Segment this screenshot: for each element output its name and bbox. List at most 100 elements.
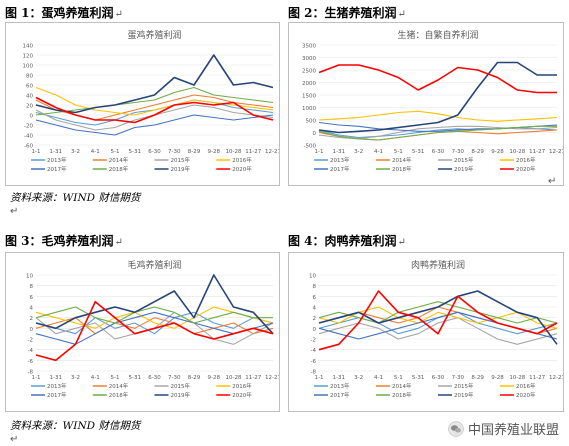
x-tick-label: 1-31 [333,375,345,381]
y-tick-label: -6 [311,359,317,365]
chart-3-container: 毛鸡养殖利润 -8 -6 -4 -2 0 2 4 6 8 10 1-1 1-31 3-2 4-1 5-1 5-3… [5,252,280,412]
x-tick-label: 3-2 [71,375,80,381]
y-tick-label: -2 [28,338,33,344]
chart-2-svg: 生猪：自繁自养利润 -500 0 500 1000 1500 2000 2500 3000 350… [302,29,563,173]
x-tick-label: 1-31 [333,149,345,155]
legend-label: 2013年 [330,156,350,164]
figure-3-name: 毛鸡养殖利润 [41,234,114,248]
figure-2-title: 图 2：生猪养殖利润↵ [288,4,406,21]
series-line-3 [35,86,274,116]
x-tick-label: 12-27 [265,375,279,381]
y-tick-label: 60 [26,84,33,90]
x-tick-label: 10-28 [226,149,242,155]
paragraph-mark: ↵ [10,434,19,445]
y-tick-label: 4 [30,306,34,312]
figure-1-name: 蛋鸡养殖利润 [41,6,114,20]
x-tick-label: 1-31 [50,375,62,381]
legend-label: 2018年 [109,391,129,399]
chart-1-container: 蛋鸡养殖利润 -60 -40 -20 0 20 40 60 80 100 120 140 1-1 1-31… [5,22,280,186]
x-tick-label: 7-30 [168,149,181,155]
x-tick-label: 5-1 [111,149,120,155]
paragraph-mark: ↵ [114,237,123,248]
series-line-5 [35,86,274,116]
y-tick-label: 1500 [302,94,316,100]
y-tick-label: 120 [23,54,34,60]
y-tick-label: 40 [26,94,33,100]
series-line-7 [35,96,274,124]
chart-4-container: 肉鸭养殖利润 -8 -6 -4 -2 0 2 4 6 8 10 1-1 1-31 3-2 4-1 5-1 5-3… [288,252,564,412]
y-tick-label: 10 [26,274,33,280]
y-tick-label: 8 [30,284,34,290]
x-tick-label: 5-31 [412,149,424,155]
legend-label: 2015年 [454,156,474,164]
legend-label: 2015年 [454,382,474,390]
y-tick-label: 0 [313,131,317,137]
y-tick-label: -4 [311,348,317,354]
source-note-top: 资料来源：WIND 财信期货 [10,192,141,204]
y-tick-label: 0 [30,327,34,333]
y-tick-label: 4 [313,306,317,312]
series-line-6 [318,290,558,345]
figure-4-label: 图 4： [288,234,325,248]
y-tick-label: 10 [309,274,316,280]
series-line-2 [35,104,274,131]
legend-label: 2015年 [171,156,191,164]
y-tick-label: 8 [313,284,317,290]
x-tick-label: 5-1 [394,375,403,381]
x-tick-label: 6-30 [432,149,445,155]
figure-1-title: 图 1：蛋鸡养殖利润↵ [5,4,123,21]
legend-label: 2013年 [330,382,350,390]
x-tick-label: 7-30 [168,375,181,381]
y-tick-label: 0 [313,327,317,333]
y-tick-label: -8 [28,370,34,376]
series-line-7 [35,300,274,362]
series-line-4 [35,114,274,136]
watermark-text: 中国养殖业联盟 [467,423,559,438]
figure-1-label: 图 1： [5,6,42,20]
paragraph-mark: ↵ [10,206,19,217]
x-tick-label: 5-31 [129,149,141,155]
x-tick-label: 3-2 [354,149,363,155]
x-tick-label: 4-1 [374,149,383,155]
x-tick-label: 11-27 [245,375,261,381]
legend-label: 2017年 [47,165,67,173]
y-tick-label: 2 [30,316,34,322]
x-tick-label: 10-28 [226,375,242,381]
series-line-5 [318,301,558,324]
x-tick-label: 1-1 [315,149,324,155]
y-tick-label: 500 [306,119,317,125]
watermark: 中国养殖业联盟 [448,419,559,438]
series-line-7 [318,290,558,351]
legend-label: 2018年 [392,165,412,173]
x-tick-label: 5-31 [412,375,424,381]
source-note-bottom: 资料来源：WIND 财信期货 [10,420,141,432]
series-line-5 [35,306,273,324]
y-tick-label: 2 [313,316,317,322]
x-tick-label: 12-27 [265,149,279,155]
y-tick-label: -60 [24,144,33,150]
chart-title: 蛋鸡养殖利润 [127,29,181,41]
legend-label: 2015年 [171,382,191,390]
x-tick-label: 5-1 [111,375,120,381]
x-tick-label: 9-28 [491,375,504,381]
y-tick-label: 100 [23,64,34,70]
x-tick-label: 7-30 [452,149,465,155]
legend-label: 2019年 [171,165,191,173]
y-tick-label: -8 [311,370,317,376]
legend-label: 2016年 [232,156,252,164]
series-line-6 [318,61,557,134]
x-tick-label: 7-30 [452,375,465,381]
legend-label: 2014年 [392,156,412,164]
legend-label: 2020年 [516,165,536,173]
y-tick-label: -40 [24,134,33,140]
chart-title: 肉鸭养殖利润 [411,259,465,271]
paragraph-mark: ↵ [397,237,406,248]
legend-label: 2014年 [392,382,412,390]
legend-label: 2014年 [109,382,129,390]
y-tick-label: -20 [24,124,33,130]
x-tick-label: 12-27 [549,149,563,155]
y-tick-label: 140 [23,44,34,50]
legend-label: 2019年 [454,165,474,173]
legend-label: 2019年 [171,391,191,399]
legend-label: 2020年 [516,391,536,399]
